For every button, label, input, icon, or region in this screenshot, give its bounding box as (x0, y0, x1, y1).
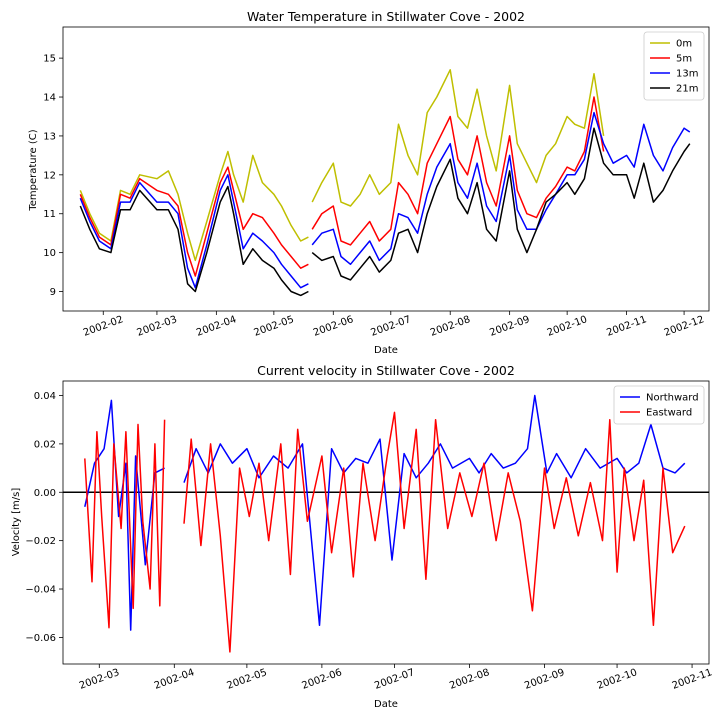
temperature-chart-title: Water Temperature in Stillwater Cove - 2… (247, 9, 525, 24)
legend-entry-21m: 21m (676, 84, 698, 95)
y-tick-label: 0.04 (34, 391, 56, 402)
legend-box (613, 385, 705, 425)
series-line-21m-segment-1 (311, 127, 691, 281)
axes-frame (62, 26, 710, 312)
series-line-northward-segment-1 (183, 394, 686, 627)
legend-entry-northward: Northward (646, 393, 699, 404)
y-tick-label: −0.02 (25, 536, 56, 547)
y-tick-label: 10 (43, 248, 56, 259)
series-line-0m-segment-1 (311, 69, 605, 207)
y-tick-label: 0.02 (34, 439, 56, 450)
y-tick-label: 14 (43, 93, 56, 104)
temperature-x-axis-label: Date (374, 345, 398, 356)
series-line-eastward-segment-0 (84, 419, 166, 629)
y-tick-label: −0.06 (25, 633, 56, 644)
y-tick-label: −0.04 (25, 585, 56, 596)
series-line-eastward-segment-1 (183, 411, 686, 653)
temperature-y-axis-label: Temperature (C) (28, 129, 39, 211)
series-line-5m-segment-1 (311, 96, 605, 246)
legend-entry-eastward: Eastward (646, 408, 692, 419)
legend-box (643, 31, 705, 101)
velocity-y-axis-label: Velocity [m/s] (11, 488, 22, 557)
legend-entry-5m: 5m (676, 54, 692, 65)
y-tick-label: 12 (43, 170, 56, 181)
series-line-5m-segment-0 (79, 166, 309, 277)
temperature-chart: Water Temperature in Stillwater Cove - 2… (28, 9, 710, 356)
y-tick-label: 0.00 (34, 488, 56, 499)
series-line-northward-segment-0 (84, 399, 165, 631)
y-tick-label: 11 (43, 209, 56, 220)
series-line-13m-segment-0 (79, 174, 309, 289)
axes-frame (62, 380, 710, 665)
y-tick-label: 9 (50, 287, 56, 298)
velocity-chart-title: Current velocity in Stillwater Cove - 20… (257, 363, 515, 378)
y-tick-label: 15 (43, 54, 56, 65)
y-tick-label: 13 (43, 131, 56, 142)
legend-entry-13m: 13m (676, 69, 698, 80)
legend-entry-0m: 0m (676, 39, 692, 50)
series-line-13m-segment-1 (311, 111, 691, 266)
series-line-21m-segment-0 (79, 185, 309, 297)
velocity-x-axis-label: Date (374, 699, 398, 710)
